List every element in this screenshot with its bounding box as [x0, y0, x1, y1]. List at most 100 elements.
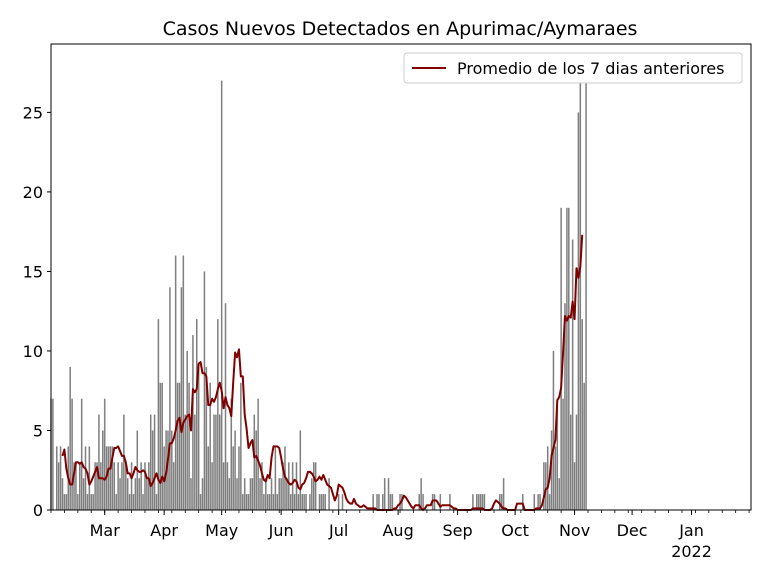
bar — [378, 494, 380, 510]
bar — [579, 64, 582, 511]
bar — [77, 494, 79, 510]
bar — [270, 478, 273, 510]
bar — [286, 478, 288, 510]
bar — [80, 398, 83, 510]
bar — [272, 494, 275, 510]
x-tick-label: May — [205, 521, 238, 540]
bar — [577, 112, 580, 510]
bar — [100, 462, 102, 510]
y-tick-label: 20 — [23, 183, 43, 202]
bar — [113, 462, 116, 510]
bar — [566, 207, 568, 510]
bar — [291, 462, 294, 510]
bar — [568, 207, 570, 510]
bar — [372, 494, 374, 510]
bar — [178, 382, 181, 510]
bar — [422, 494, 424, 510]
bar — [190, 478, 192, 510]
bar — [63, 494, 66, 510]
bar — [117, 462, 119, 510]
bar — [502, 478, 505, 510]
bar — [479, 494, 482, 510]
bar — [234, 430, 236, 510]
bar — [240, 382, 242, 510]
bar — [69, 366, 71, 510]
bar — [71, 398, 73, 510]
bar — [251, 478, 254, 510]
bar — [483, 494, 486, 510]
bar — [155, 494, 158, 510]
bar — [219, 414, 221, 510]
bar — [57, 462, 60, 510]
bar — [257, 398, 259, 510]
bar — [228, 478, 231, 510]
x-tick-label: Oct — [501, 521, 529, 540]
axes-layer: 0 5 10 15 20 25 Mar Apr May Jun Jul Aug Sep Oct Nov Dec… — [23, 43, 752, 561]
bar — [305, 494, 307, 510]
bar — [149, 414, 152, 510]
bar — [253, 414, 256, 510]
bar — [230, 398, 233, 510]
bar — [245, 494, 248, 510]
bar — [282, 462, 284, 510]
bar — [171, 430, 173, 510]
bar — [169, 287, 171, 510]
bar — [144, 462, 146, 510]
bar — [203, 271, 206, 510]
bar — [575, 414, 578, 510]
bar — [389, 494, 392, 510]
bar — [107, 446, 110, 510]
x-tick-label: Nov — [559, 521, 590, 540]
legend-label: Promedio de los 7 dias anteriores — [457, 59, 724, 78]
bar — [585, 80, 587, 510]
legend: Promedio de los 7 dias anteriores — [403, 52, 743, 84]
bar — [115, 494, 117, 510]
bar — [309, 494, 311, 510]
bar — [121, 462, 123, 510]
bar — [261, 462, 263, 510]
x-tick-label: Jan — [678, 521, 704, 540]
bar — [255, 430, 257, 510]
bar — [222, 462, 225, 510]
bar — [134, 478, 137, 510]
bar — [247, 494, 250, 510]
bar — [82, 478, 85, 510]
bar — [545, 462, 547, 510]
bar — [546, 446, 549, 510]
legend-frame — [403, 52, 743, 84]
bar — [226, 462, 229, 510]
bar — [376, 494, 378, 510]
bar — [79, 462, 81, 510]
bar — [224, 303, 227, 510]
bar — [560, 207, 562, 510]
bar — [318, 494, 321, 510]
bar — [140, 462, 142, 510]
y-tick-label: 5 — [33, 421, 43, 440]
bar — [194, 414, 196, 510]
bar — [289, 494, 292, 510]
bar — [263, 494, 265, 510]
bar — [293, 494, 296, 510]
y-tick-label: 15 — [23, 262, 43, 281]
bar — [88, 446, 91, 510]
bars-layer — [50, 64, 587, 511]
bar — [274, 446, 277, 510]
bar — [552, 350, 555, 510]
bar — [243, 478, 246, 510]
bar — [554, 446, 557, 510]
bar — [439, 494, 442, 510]
bar — [324, 494, 327, 510]
bar — [548, 494, 551, 510]
bar — [217, 319, 219, 510]
bar — [132, 494, 135, 510]
bar — [119, 478, 121, 510]
bar — [207, 446, 210, 510]
bar — [128, 494, 131, 510]
bar — [201, 478, 204, 510]
bar — [148, 462, 150, 510]
bar — [571, 239, 574, 510]
x-tick-year-label: 2022 — [671, 542, 712, 561]
y-tick-label: 0 — [33, 501, 43, 520]
bar — [499, 494, 501, 510]
bar — [130, 462, 133, 510]
